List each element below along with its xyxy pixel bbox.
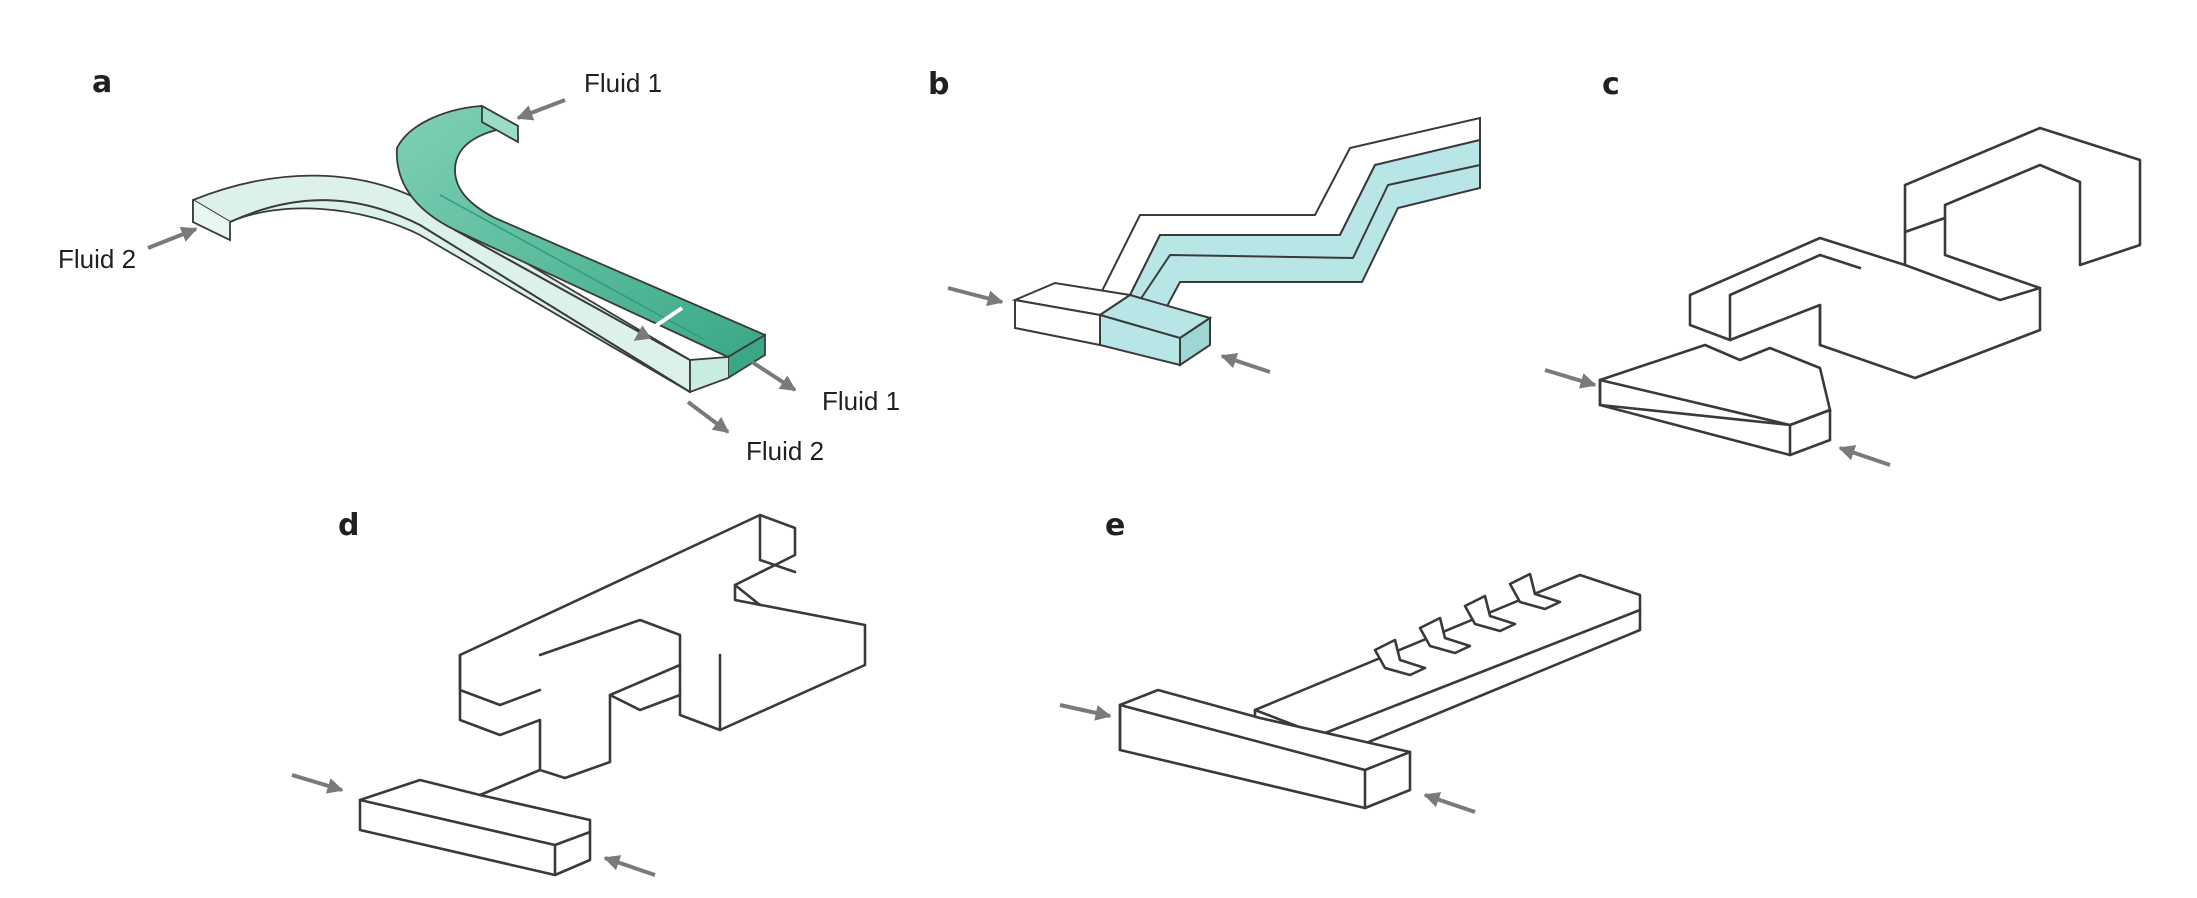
panel-letter-c: c	[1602, 67, 1620, 102]
panel-c-inlet-arrow-right	[1838, 445, 1891, 467]
panel-b-inlet-arrow-left	[947, 286, 1004, 307]
flow-direction-arrow	[633, 306, 684, 342]
herringbone-grooves	[1373, 572, 1562, 677]
fluid1-outlet-label: Fluid 1	[822, 386, 900, 416]
zigzag-channel	[1098, 116, 1481, 312]
fluid2-inlet-label: Fluid 2	[58, 244, 136, 274]
panel-e-inlet-arrow-right	[1423, 792, 1476, 814]
herringbone-mixer	[1118, 572, 1642, 810]
panel-e-inlet-arrow-left	[1059, 703, 1112, 721]
panel-c: c	[1544, 67, 2142, 467]
panel-e: e	[1059, 508, 1642, 814]
panel-letter-a: a	[92, 65, 112, 100]
panel-d-inlet-arrow-left	[291, 773, 344, 794]
3d-serpentine-channel	[1598, 126, 2142, 457]
fluid1-outlet-arrow	[750, 360, 797, 392]
panel-d-inlet-arrow-right	[603, 855, 656, 877]
panel-a: a Fluid 1 Fluid 2 Fluid 1 Fluid 2	[58, 65, 900, 466]
panel-c-inlet-arrow-left	[1544, 368, 1597, 389]
fluid2-inlet-arrow	[147, 226, 198, 250]
fluid2-outlet-label: Fluid 2	[746, 436, 824, 466]
panel-letter-d: d	[338, 508, 359, 543]
panel-b: b	[928, 67, 1481, 374]
panel-letter-b: b	[928, 67, 949, 102]
fluid1-inlet-label: Fluid 1	[584, 68, 662, 98]
fluid1-channel	[395, 104, 766, 394]
panel-d: d	[291, 508, 867, 877]
3d-h-shaped-mixer	[358, 513, 867, 877]
panel-b-inlet-arrow-right	[1220, 352, 1271, 374]
fluid1-inlet-arrow	[516, 98, 566, 121]
t-junction-inlets	[1011, 281, 1213, 367]
fluid2-outlet-arrow	[686, 400, 730, 434]
panel-letter-e: e	[1105, 508, 1125, 543]
